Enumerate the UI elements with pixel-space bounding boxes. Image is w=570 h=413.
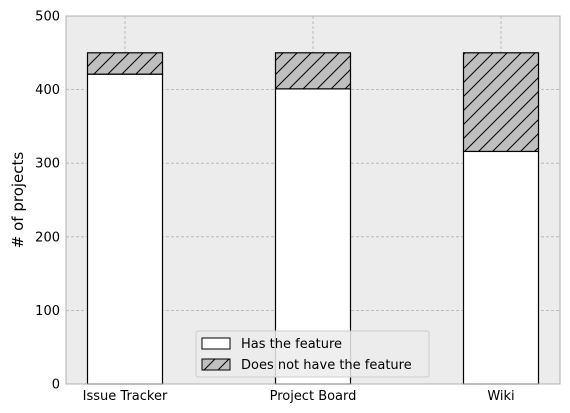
y-tick-label: 200 <box>35 230 60 245</box>
x-axis-ticks: Issue Tracker Project Board Wiki <box>83 389 515 404</box>
y-tick-label: 500 <box>35 10 60 25</box>
legend-label: Does not have the feature <box>241 358 412 373</box>
y-tick-label: 0 <box>52 378 60 393</box>
x-tick-label: Project Board <box>270 389 357 404</box>
bar-has-feature <box>462 150 540 385</box>
legend-swatch <box>201 337 231 350</box>
bar-has-feature <box>86 73 164 385</box>
legend-box <box>195 330 430 378</box>
y-axis-ticks: 0 100 200 300 400 500 <box>35 10 60 393</box>
x-tick-label: Issue Tracker <box>83 389 168 404</box>
legend: Has the feature Does not have the feature <box>195 330 430 378</box>
legend-label: Has the feature <box>241 337 342 352</box>
bar-no-feature <box>462 52 540 153</box>
legend-swatch <box>201 358 231 371</box>
x-tick-label: Wiki <box>487 389 514 404</box>
bar-no-feature <box>86 52 164 75</box>
y-tick-label: 100 <box>35 304 60 319</box>
plot-frame <box>65 15 561 385</box>
y-axis-label: # of projects <box>9 152 27 249</box>
y-tick-label: 300 <box>35 157 60 172</box>
bar-no-feature <box>274 52 352 90</box>
y-tick-label: 400 <box>35 83 60 98</box>
